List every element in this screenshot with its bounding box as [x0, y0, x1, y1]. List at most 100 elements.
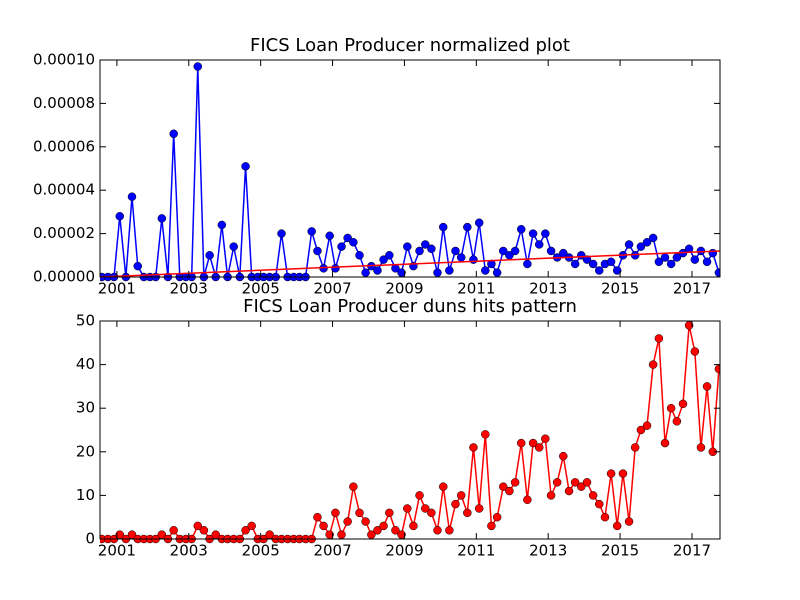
- data-point: [133, 261, 142, 271]
- data-point: [510, 478, 520, 487]
- data-point: [499, 246, 508, 256]
- data-point: [612, 521, 622, 531]
- data-point: [241, 162, 250, 171]
- data-point: [319, 521, 328, 531]
- chart-title: FICS Loan Producer normalized plot: [250, 35, 570, 56]
- data-point: [427, 244, 436, 254]
- data-point: [534, 240, 544, 249]
- data-point: [445, 266, 454, 275]
- data-point: [433, 268, 442, 277]
- data-point: [169, 129, 178, 139]
- x-tick-label: 2003: [170, 280, 208, 298]
- x-tick-label: 2009: [385, 280, 423, 298]
- data-point: [438, 222, 448, 232]
- x-tick-label: 2013: [529, 280, 567, 298]
- data-point: [654, 334, 664, 343]
- x-tick-label: 2001: [98, 280, 136, 298]
- data-point: [373, 526, 382, 535]
- data-point: [277, 229, 286, 238]
- data-point: [594, 499, 604, 509]
- x-tick-label: 2007: [313, 542, 351, 560]
- data-point: [337, 242, 346, 251]
- x-tick-label: 2015: [601, 542, 639, 560]
- y-tick-label: 40: [76, 355, 95, 373]
- data-point: [690, 347, 700, 356]
- data-point: [582, 478, 592, 487]
- data-point: [474, 218, 484, 227]
- data-point: [415, 491, 424, 500]
- data-point: [361, 517, 370, 526]
- data-point: [516, 438, 526, 448]
- data-point: [229, 242, 238, 251]
- data-point: [487, 521, 496, 531]
- data-point: [505, 486, 514, 496]
- data-point: [349, 238, 358, 247]
- data-point: [403, 242, 412, 251]
- data-point: [546, 246, 556, 256]
- data-point: [391, 526, 400, 535]
- data-point: [642, 238, 652, 247]
- data-point: [624, 240, 634, 249]
- data-point: [355, 251, 364, 260]
- data-point: [630, 443, 640, 452]
- data-point: [474, 504, 484, 513]
- data-point: [373, 266, 382, 275]
- data-point: [481, 430, 490, 439]
- data-point: [343, 233, 352, 243]
- y-tick-label: 50: [76, 312, 95, 330]
- data-point: [552, 478, 562, 487]
- data-point: [606, 257, 616, 267]
- chart-title: FICS Loan Producer duns hits pattern: [243, 296, 577, 317]
- x-tick-label: 2017: [673, 542, 711, 560]
- data-point: [337, 530, 346, 539]
- data-point: [456, 491, 466, 500]
- data-point: [582, 255, 592, 264]
- y-tick-label: 0.00004: [33, 181, 95, 199]
- data-point: [559, 451, 568, 461]
- y-tick-label: 0.00002: [33, 224, 95, 242]
- data-point: [379, 521, 388, 531]
- data-point: [690, 255, 700, 264]
- data-point: [451, 246, 460, 256]
- data-point: [534, 443, 544, 452]
- x-tick-label: 2009: [385, 542, 423, 560]
- data-point: [660, 253, 670, 262]
- data-point: [451, 499, 460, 509]
- plot-frame: [99, 320, 721, 540]
- data-point: [427, 508, 436, 518]
- data-point: [463, 508, 472, 518]
- data-point: [247, 521, 256, 531]
- y-tick-label: 10: [76, 486, 95, 504]
- data-point: [714, 268, 720, 277]
- data-point: [696, 443, 706, 452]
- data-point: [241, 526, 250, 535]
- data-point: [127, 192, 137, 201]
- data-point: [654, 257, 664, 267]
- data-point: [577, 482, 586, 491]
- data-point: [415, 246, 424, 256]
- plot-frame: [99, 59, 721, 278]
- data-point: [217, 220, 227, 230]
- data-point: [433, 526, 442, 535]
- y-tick-label: 0.00006: [33, 137, 95, 155]
- data-point: [666, 403, 676, 413]
- data-point: [379, 255, 388, 264]
- data-point: [528, 438, 538, 448]
- y-tick-label: 30: [76, 399, 95, 417]
- data-point: [421, 240, 430, 249]
- data-point: [0, 518, 4, 526]
- data-point: [523, 495, 532, 505]
- data-point: [307, 227, 316, 236]
- data-point: [343, 517, 352, 526]
- data-point: [313, 246, 322, 256]
- data-point: [588, 259, 598, 269]
- data-point: [385, 508, 394, 518]
- data-point: [115, 211, 125, 221]
- series-line: [100, 250, 720, 278]
- data-point: [199, 526, 209, 535]
- x-tick-label: 2011: [457, 542, 495, 560]
- data-point: [313, 512, 322, 522]
- data-point: [510, 246, 520, 256]
- data-point: [546, 491, 556, 500]
- data-point: [445, 526, 454, 535]
